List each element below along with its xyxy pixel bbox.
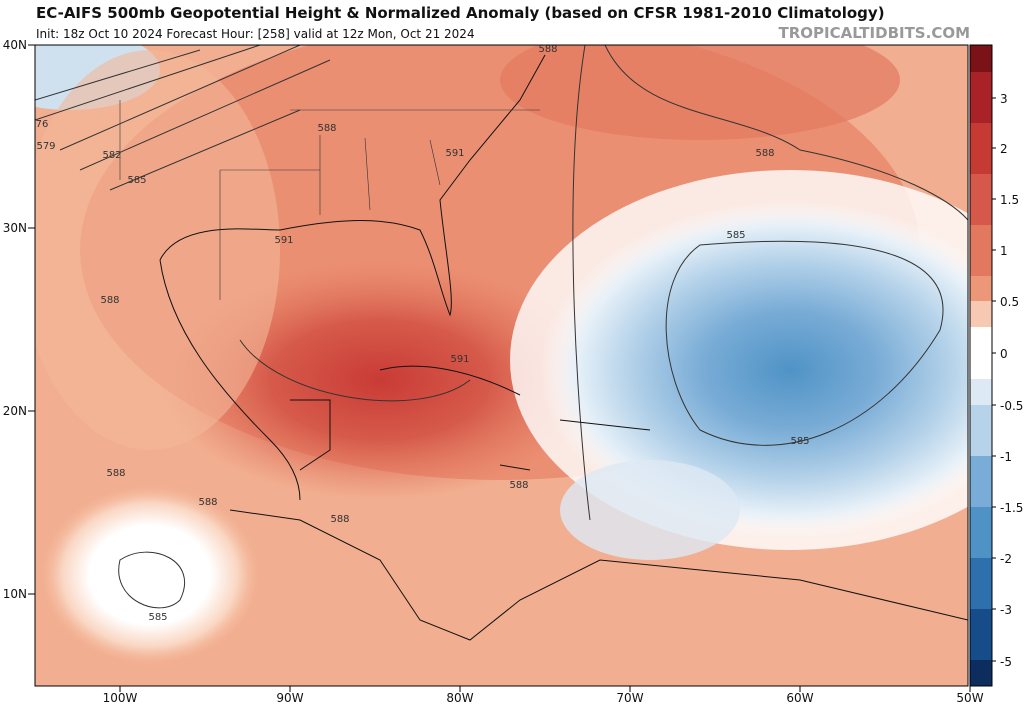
subtitle: Init: 18z Oct 10 2024 Forecast Hour: [25… — [36, 27, 475, 41]
lon-label: 100W — [103, 691, 138, 705]
contour-label: 585 — [148, 612, 167, 623]
contour-label: 588 — [100, 295, 119, 306]
colorbar-label: 3 — [1000, 92, 1008, 106]
contour-label: 585 — [127, 175, 146, 186]
lon-label: 80W — [446, 691, 473, 705]
colorbar-label: -2 — [1000, 552, 1012, 566]
contour-label: 588 — [330, 514, 349, 525]
lat-label: 40N — [3, 38, 27, 52]
contour-label: 579 — [36, 141, 55, 152]
colorbar-label: 1.5 — [1000, 193, 1019, 207]
contour-label: 76 — [36, 119, 49, 130]
lon-label: 50W — [956, 691, 983, 705]
colorbar-label: 0 — [1000, 347, 1008, 361]
contour-label: 591 — [274, 235, 293, 246]
contour-label: 588 — [198, 497, 217, 508]
lat-label: 10N — [3, 587, 27, 601]
contour-label: 588 — [755, 148, 774, 159]
colorbar-label: 0.5 — [1000, 295, 1019, 309]
colorbar-label: -3 — [1000, 603, 1012, 617]
title: EC-AIFS 500mb Geopotential Height & Norm… — [36, 4, 885, 22]
colorbar-label: 2 — [1000, 142, 1008, 156]
lat-label: 30N — [3, 221, 27, 235]
watermark: TROPICALTIDBITS.COM — [779, 24, 971, 42]
colorbar — [969, 44, 993, 687]
lon-label: 70W — [616, 691, 643, 705]
contour-label: 588 — [106, 468, 125, 479]
contour-label: 588 — [509, 480, 528, 491]
contour-label: 585 — [790, 436, 809, 447]
colorbar-label: -5 — [1000, 655, 1012, 669]
map — [35, 45, 968, 686]
colorbar-label: -0.5 — [1000, 399, 1023, 413]
lat-label: 20N — [3, 404, 27, 418]
contour-label: 585 — [726, 230, 745, 241]
lon-label: 90W — [276, 691, 303, 705]
map-frame — [34, 44, 969, 687]
lon-label: 60W — [786, 691, 813, 705]
colorbar-label: 1 — [1000, 244, 1008, 258]
contour-label: 582 — [102, 150, 121, 161]
contour-label: 591 — [450, 354, 469, 365]
colorbar-label: -1 — [1000, 450, 1012, 464]
contour-label: 588 — [538, 44, 557, 55]
colorbar-label: -1.5 — [1000, 501, 1023, 515]
contour-label: 591 — [445, 148, 464, 159]
contour-label: 588 — [317, 123, 336, 134]
